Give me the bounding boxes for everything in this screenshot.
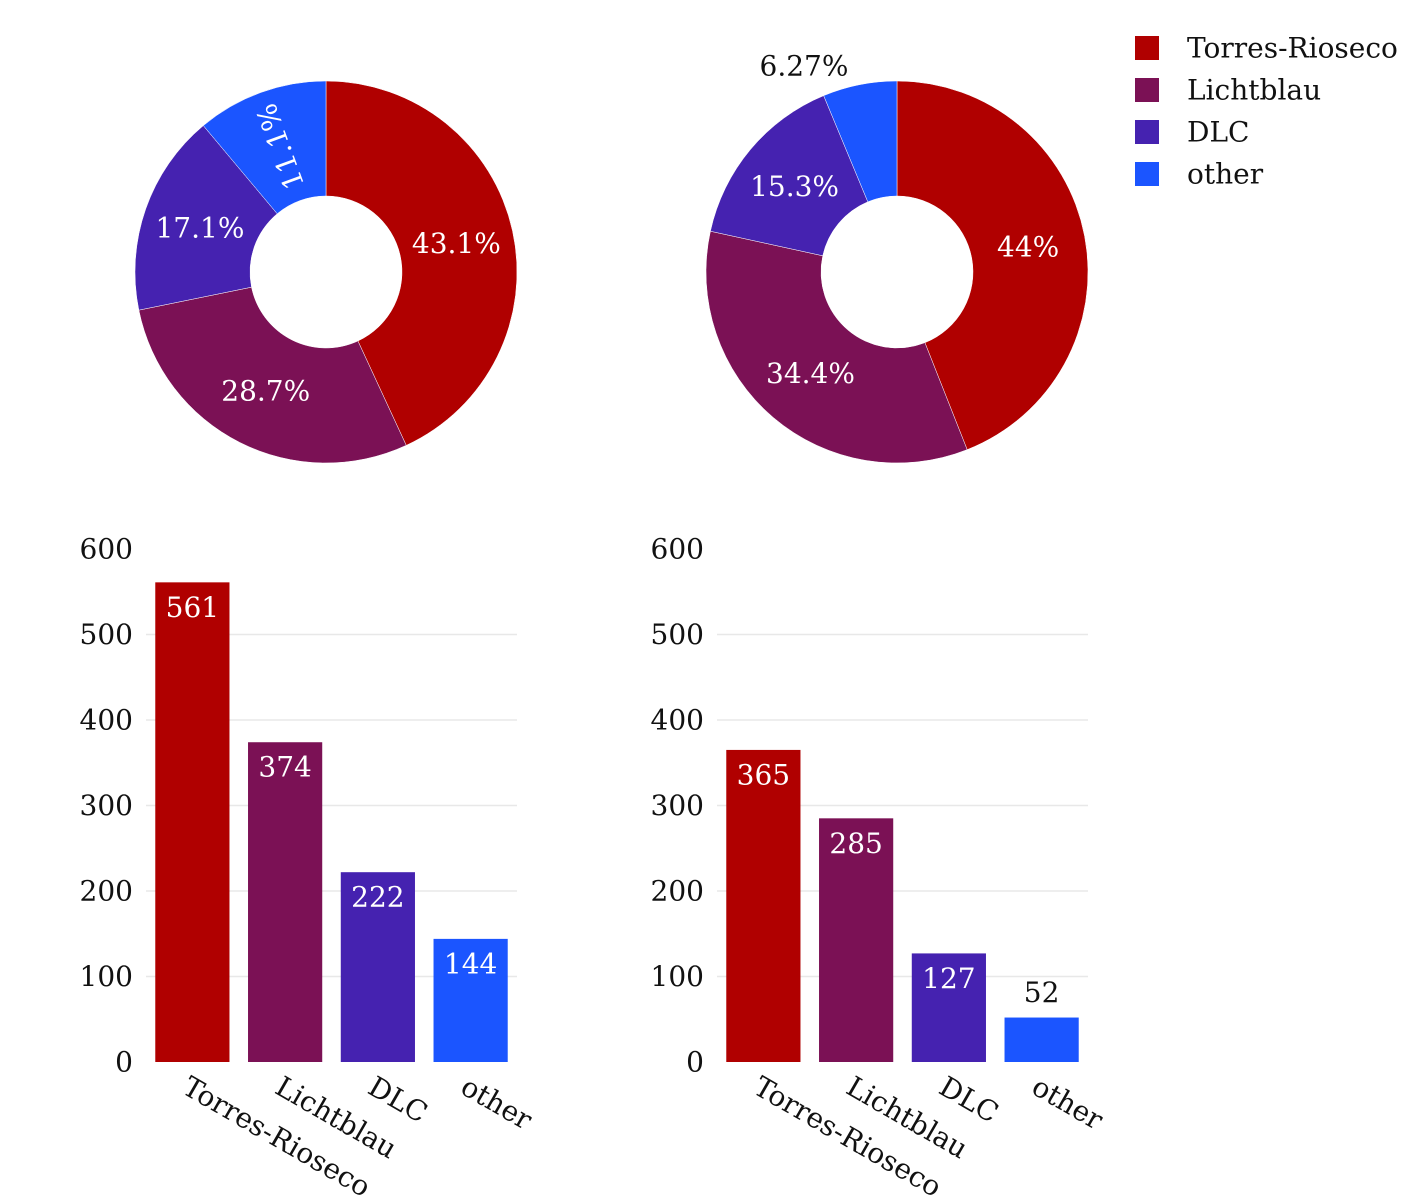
- y-tick-label: 200: [651, 875, 704, 908]
- donut-slice-torres-rioseco: [325, 80, 518, 446]
- y-tick-label: 100: [80, 960, 133, 993]
- bar-dlc: [911, 953, 986, 1062]
- bar-value-label: 127: [922, 962, 975, 995]
- y-tick-label: 0: [115, 1046, 133, 1079]
- legend-swatch: [1135, 78, 1159, 102]
- slice-percent-label: 6.27%: [760, 50, 849, 83]
- legend-swatch: [1135, 120, 1159, 144]
- bar-dlc: [340, 872, 415, 1062]
- y-tick-label: 500: [80, 618, 133, 651]
- bar-value-label: 561: [166, 591, 219, 624]
- slice-percent-label: 15.3%: [750, 170, 839, 203]
- y-tick-label: 600: [80, 533, 133, 566]
- y-tick-label: 600: [651, 533, 704, 566]
- y-tick-label: 400: [651, 704, 704, 737]
- y-tick-label: 400: [80, 704, 133, 737]
- bar-value-label: 144: [444, 947, 497, 980]
- bar-torres-rioseco: [155, 582, 230, 1062]
- bar-lichtblau: [248, 742, 323, 1062]
- legend-label: DLC: [1187, 116, 1249, 149]
- donut-slice-torres-rioseco: [896, 80, 1089, 450]
- donut-chart-1: 43.1%28.7%17.1%11.1%: [134, 80, 518, 464]
- y-tick-label: 200: [80, 875, 133, 908]
- y-tick-label: 100: [651, 960, 704, 993]
- donut-slice-lichtblau: [138, 286, 407, 464]
- bar-value-label: 222: [351, 881, 404, 914]
- x-category-label: other: [1026, 1070, 1109, 1137]
- donut-slice-dlc: [710, 95, 869, 257]
- donut-slice-lichtblau: [705, 230, 968, 464]
- legend: Torres-Rioseco Lichtblau DLC other: [1135, 32, 1398, 191]
- bar-torres-rioseco: [726, 749, 801, 1062]
- legend-swatch: [1135, 36, 1159, 60]
- y-tick-label: 500: [651, 618, 704, 651]
- bar-chart-1: 0100200300400500600561Torres-Rioseco374L…: [80, 533, 539, 1204]
- slice-percent-label: 17.1%: [155, 211, 244, 244]
- legend-label: Lichtblau: [1187, 74, 1321, 107]
- legend-label: other: [1187, 158, 1264, 191]
- slice-percent-label: 44%: [997, 231, 1059, 264]
- y-tick-label: 300: [651, 789, 704, 822]
- x-category-label: other: [455, 1070, 538, 1137]
- bar-chart-2: 0100200300400500600365Torres-Rioseco285L…: [651, 533, 1110, 1204]
- slice-percent-label: 43.1%: [412, 227, 501, 260]
- bar-other: [433, 938, 508, 1062]
- donut-slice-other: [823, 80, 898, 203]
- bar-value-label: 285: [829, 827, 882, 860]
- bar-other: [1004, 1017, 1079, 1062]
- donut-chart-2: 44% 34.4% 15.3% 6.27%: [705, 50, 1089, 464]
- y-tick-label: 300: [80, 789, 133, 822]
- bar-value-label: 52: [1024, 976, 1060, 1009]
- slice-percent-label: 28.7%: [221, 375, 310, 408]
- legend-swatch: [1135, 162, 1159, 186]
- legend-label: Torres-Rioseco: [1187, 32, 1398, 65]
- slice-percent-label: 34.4%: [766, 357, 855, 390]
- y-tick-label: 0: [686, 1046, 704, 1079]
- bar-value-label: 374: [258, 751, 311, 784]
- bar-value-label: 365: [737, 758, 790, 791]
- donut-slice-other: [202, 80, 327, 215]
- bar-lichtblau: [819, 818, 894, 1062]
- donut-slice-dlc: [134, 125, 278, 311]
